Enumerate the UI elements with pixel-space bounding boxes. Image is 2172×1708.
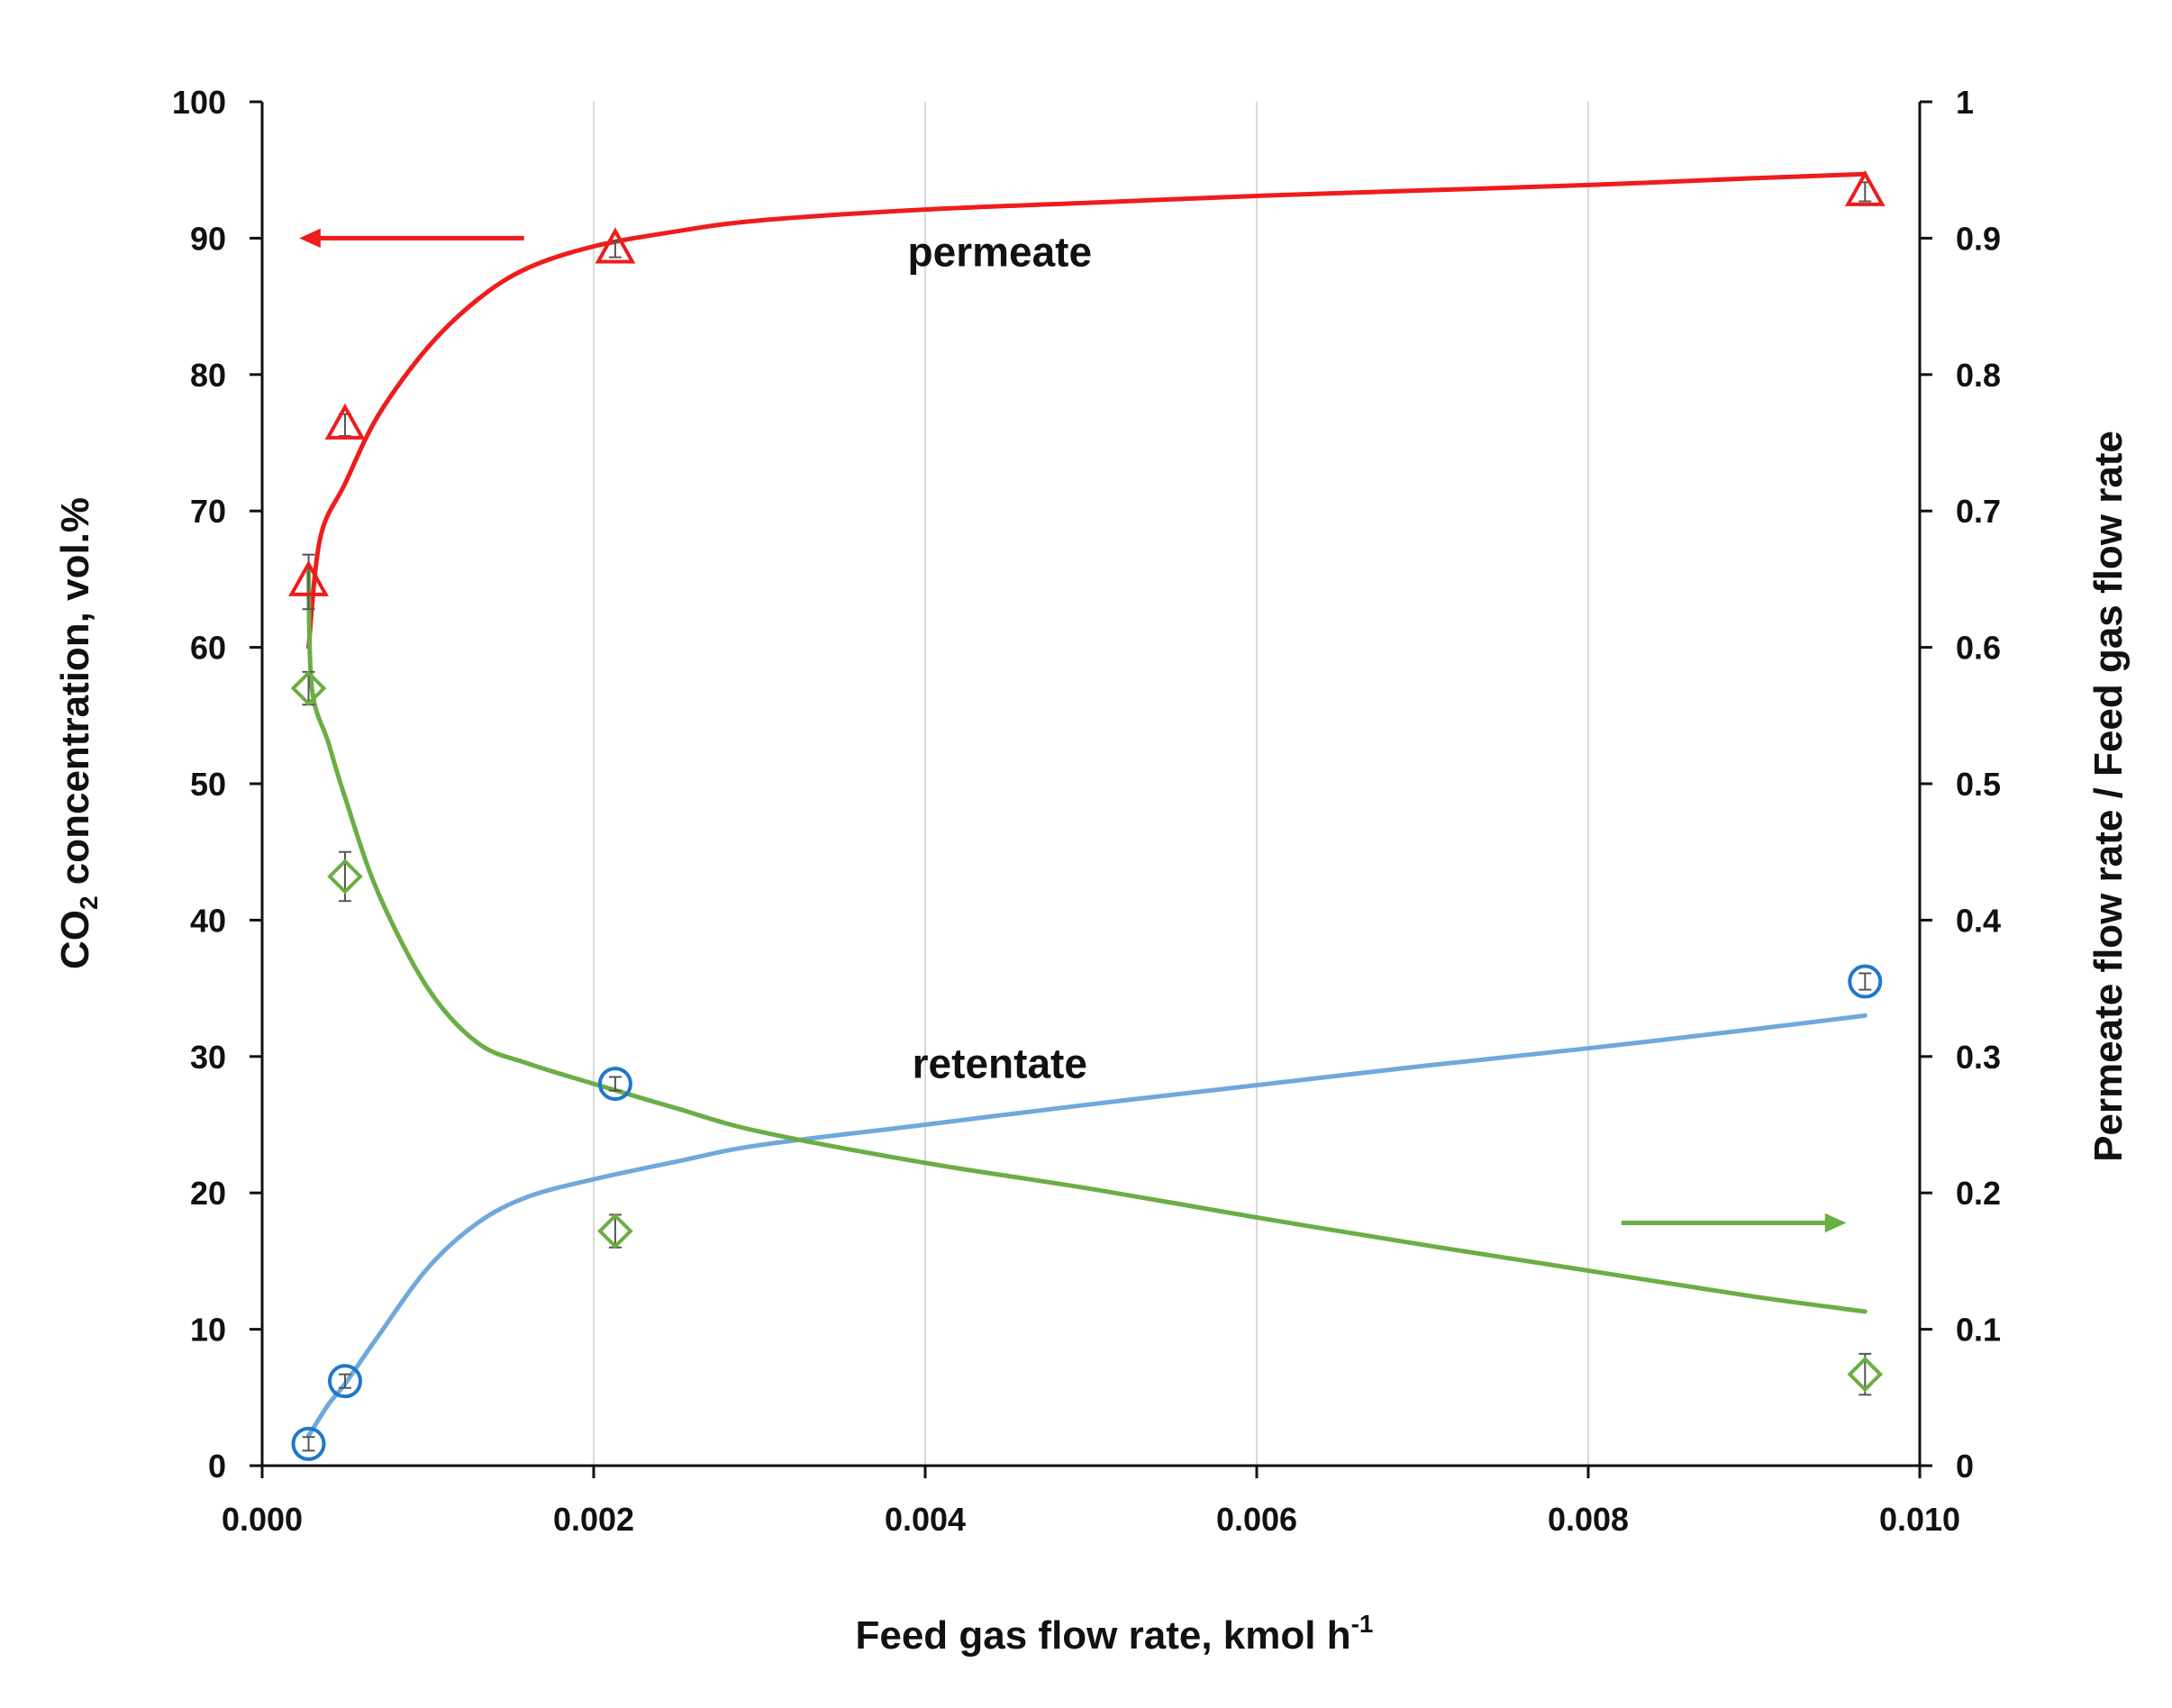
permeate-flow-rate-feed-gas-flow-rate-point [1847, 1356, 1884, 1393]
y-left-tick-label: 100 [172, 84, 226, 121]
retentate-label: retentate [913, 1040, 1087, 1086]
x-tick-label: 0.004 [885, 1501, 966, 1538]
y-left-tick-label: 40 [190, 902, 226, 939]
y-right-tick-label: 0.3 [1956, 1039, 2001, 1076]
retentate-curve [306, 1013, 1868, 1439]
y-left-tick-label: 50 [190, 766, 226, 803]
flow-ratio-axis-arrow-head [1824, 1213, 1847, 1233]
y-left-tick-label: 20 [190, 1175, 226, 1212]
y-left-tick-label: 90 [190, 220, 226, 257]
x-tick-label: 0.002 [553, 1501, 634, 1538]
permeate-flow-rate-feed-gas-flow-rate-point [597, 1213, 633, 1249]
annotations: permeate retentate [299, 228, 1847, 1233]
y-left-tick-label: 70 [190, 493, 226, 530]
axes: 0.000 0.002 0.004 0.006 0.008 0.0100102030405… [172, 84, 2001, 1538]
x-tick-label: 0.008 [1548, 1501, 1629, 1538]
y-left-tick-label: 80 [190, 357, 226, 394]
permeate-axis-arrow-head [299, 228, 321, 249]
permeate-flow-rate-feed-gas-flow-rate-point [290, 670, 327, 706]
permeate-point [1844, 169, 1886, 206]
y-right-axis-title: Permeate flow rate / Feed gas flow rate [2086, 431, 2131, 1162]
permeate-point [288, 559, 329, 596]
data-points [288, 169, 1886, 1461]
permeate-flow-rate-feed-gas-flow-rate-point [327, 859, 363, 895]
retentate-point [328, 1364, 362, 1399]
y-right-tick-label: 0.5 [1956, 766, 2001, 803]
y-left-axis-title-subscript: 2 [75, 895, 103, 910]
y-left-tick-label: 10 [190, 1312, 226, 1349]
y-left-tick-label: 30 [190, 1039, 226, 1076]
curves [306, 171, 1868, 1439]
y-right-tick-label: 1 [1956, 84, 1974, 121]
y-left-tick-label: 0 [208, 1448, 226, 1485]
permeate-point [595, 227, 636, 264]
permeate-flow-rate-feed-gas-flow-rate-curve [306, 569, 1868, 1314]
permeate-point [324, 403, 366, 440]
retentate-point [1848, 964, 1883, 999]
grid [593, 102, 1921, 1466]
y-left-axis-title-pre: CO [53, 910, 97, 969]
y-right-tick-label: 0.2 [1956, 1175, 2001, 1212]
permeate-curve [306, 171, 1868, 650]
retentate-point [291, 1426, 326, 1461]
y-right-tick-label: 0.7 [1956, 493, 2001, 530]
x-axis-title: Feed gas flow rate, kmol h-1 [855, 1610, 1373, 1658]
y-right-tick-label: 0.8 [1956, 357, 2001, 394]
permeate-label: permeate [908, 229, 1093, 276]
x-axis-title-superscript: -1 [1351, 1610, 1374, 1638]
x-axis-title-main: Feed gas flow rate, kmol h [855, 1613, 1350, 1658]
y-left-tick-label: 60 [190, 630, 226, 667]
x-tick-label: 0.006 [1216, 1501, 1297, 1538]
y-right-tick-label: 0.1 [1956, 1312, 2001, 1349]
y-right-tick-label: 0.9 [1956, 220, 2001, 257]
x-tick-label: 0.000 [222, 1501, 303, 1538]
y-right-tick-label: 0.6 [1956, 630, 2001, 667]
y-right-tick-label: 0.4 [1956, 902, 2001, 939]
x-tick-label: 0.010 [1879, 1501, 1960, 1538]
retentate-point [597, 1067, 632, 1102]
y-right-tick-label: 0 [1956, 1448, 1974, 1485]
y-left-axis-title-post: concentration, vol.% [53, 497, 97, 896]
y-left-axis-title: CO2 concentration, vol.% [53, 497, 103, 969]
